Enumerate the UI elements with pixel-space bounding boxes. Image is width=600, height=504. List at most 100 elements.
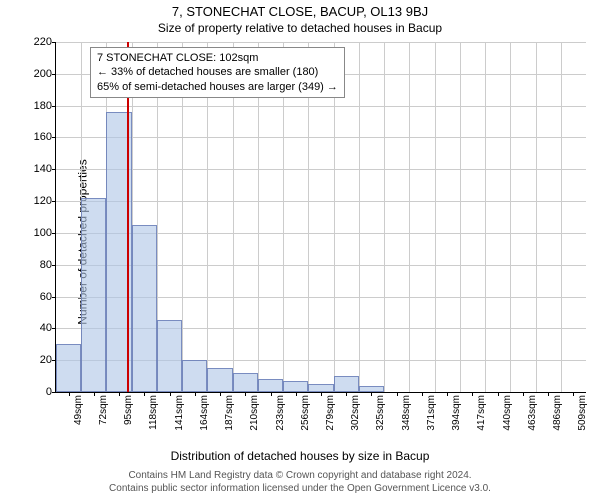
y-tick-label: 120 [34, 195, 52, 207]
gridline-h [56, 169, 586, 170]
gridline-h [56, 106, 586, 107]
histogram-bar [182, 360, 207, 392]
histogram-bar [132, 225, 157, 392]
histogram-bar [233, 373, 258, 392]
y-tick-mark [52, 201, 56, 202]
gridline-v [359, 42, 360, 392]
gridline-v [460, 42, 461, 392]
x-tick-mark [271, 392, 272, 396]
y-tick-mark [52, 169, 56, 170]
histogram-bar [157, 320, 182, 392]
y-tick-label: 20 [40, 354, 52, 366]
gridline-v [409, 42, 410, 392]
gridline-h [56, 137, 586, 138]
chart-container: Number of detached properties 0204060801… [0, 37, 600, 447]
y-tick-mark [52, 265, 56, 266]
histogram-bar [283, 381, 308, 392]
x-tick-label: 72sqm [98, 395, 109, 425]
footnote: Contains HM Land Registry data © Crown c… [0, 469, 600, 495]
x-tick-label: 279sqm [325, 395, 336, 431]
x-tick-mark [119, 392, 120, 396]
y-tick-label: 100 [34, 227, 52, 239]
x-tick-label: 509sqm [577, 395, 588, 431]
y-tick-label: 140 [34, 163, 52, 175]
histogram-bar [207, 368, 232, 392]
y-tick-label: 200 [34, 68, 52, 80]
y-tick-mark [52, 106, 56, 107]
x-tick-mark [371, 392, 372, 396]
gridline-v [561, 42, 562, 392]
x-tick-mark [346, 392, 347, 396]
x-tick-label: 256sqm [300, 395, 311, 431]
x-tick-label: 486sqm [552, 395, 563, 431]
histogram-bar [81, 198, 106, 392]
x-tick-label: 394sqm [451, 395, 462, 431]
x-tick-mark [170, 392, 171, 396]
x-tick-mark [548, 392, 549, 396]
histogram-bar [334, 376, 359, 392]
gridline-v [485, 42, 486, 392]
y-tick-mark [52, 328, 56, 329]
x-tick-mark [321, 392, 322, 396]
page-title: 7, STONECHAT CLOSE, BACUP, OL13 9BJ [0, 4, 600, 19]
x-tick-label: 164sqm [199, 395, 210, 431]
x-axis-label: Distribution of detached houses by size … [0, 449, 600, 463]
x-tick-mark [397, 392, 398, 396]
x-tick-label: 118sqm [148, 395, 159, 430]
x-tick-label: 210sqm [249, 395, 260, 431]
y-tick-label: 80 [40, 259, 52, 271]
x-tick-label: 302sqm [350, 395, 361, 431]
x-tick-label: 417sqm [476, 395, 487, 431]
x-tick-mark [245, 392, 246, 396]
gridline-h [56, 201, 586, 202]
y-tick-label: 60 [40, 291, 52, 303]
x-tick-label: 95sqm [123, 395, 134, 425]
gridline-h [56, 42, 586, 43]
y-tick-mark [52, 137, 56, 138]
x-tick-label: 325sqm [375, 395, 386, 431]
page-subtitle: Size of property relative to detached ho… [0, 21, 600, 35]
x-tick-label: 233sqm [275, 395, 286, 431]
y-tick-label: 220 [34, 36, 52, 48]
x-tick-mark [523, 392, 524, 396]
gridline-v [435, 42, 436, 392]
y-tick-label: 160 [34, 131, 52, 143]
x-tick-mark [69, 392, 70, 396]
x-tick-mark [498, 392, 499, 396]
y-tick-label: 40 [40, 322, 52, 334]
x-tick-label: 348sqm [401, 395, 412, 431]
x-tick-mark [220, 392, 221, 396]
y-tick-mark [52, 297, 56, 298]
y-tick-mark [52, 392, 56, 393]
gridline-v [510, 42, 511, 392]
x-tick-mark [573, 392, 574, 396]
footnote-line-1: Contains HM Land Registry data © Crown c… [0, 469, 600, 482]
histogram-bar [258, 379, 283, 392]
x-tick-mark [195, 392, 196, 396]
x-tick-label: 187sqm [224, 395, 235, 431]
x-tick-mark [447, 392, 448, 396]
x-tick-mark [422, 392, 423, 396]
legend-box: 7 STONECHAT CLOSE: 102sqm ← 33% of detac… [90, 47, 345, 98]
histogram-bar [56, 344, 81, 392]
x-tick-label: 141sqm [174, 395, 185, 431]
legend-line-3: 65% of semi-detached houses are larger (… [97, 80, 338, 94]
histogram-bar [308, 384, 333, 392]
y-tick-mark [52, 42, 56, 43]
x-tick-mark [94, 392, 95, 396]
x-tick-label: 371sqm [426, 395, 437, 431]
gridline-v [536, 42, 537, 392]
legend-line-2: ← 33% of detached houses are smaller (18… [97, 65, 338, 79]
y-tick-mark [52, 233, 56, 234]
y-tick-label: 180 [34, 100, 52, 112]
y-tick-mark [52, 74, 56, 75]
legend-line-1: 7 STONECHAT CLOSE: 102sqm [97, 51, 338, 65]
x-tick-mark [144, 392, 145, 396]
x-tick-label: 49sqm [73, 395, 84, 425]
footnote-line-2: Contains public sector information licen… [0, 482, 600, 495]
x-tick-mark [296, 392, 297, 396]
x-tick-mark [472, 392, 473, 396]
x-tick-label: 463sqm [527, 395, 538, 431]
x-tick-label: 440sqm [502, 395, 513, 431]
gridline-v [384, 42, 385, 392]
